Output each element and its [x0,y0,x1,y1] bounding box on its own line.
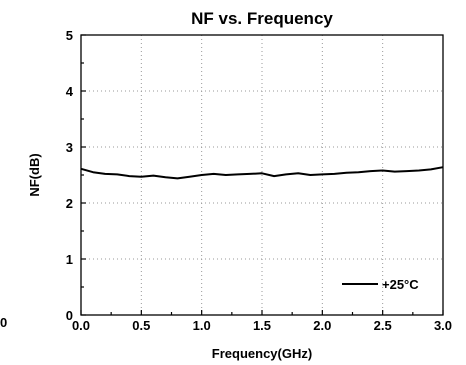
chart-title: NF vs. Frequency [191,9,333,28]
y-tick-label: 5 [66,28,73,43]
grid-lines [81,35,443,315]
x-tick-label: 0.0 [72,318,90,333]
axis-ticks [80,34,444,316]
y-axis-label: NF(dB) [27,153,42,196]
stray-axis-label: 0 [0,315,7,330]
y-tick-labels: 0 1 2 3 4 5 [66,28,74,323]
x-tick-label: 1.0 [193,318,211,333]
y-tick-label: 3 [66,140,73,155]
y-tick-label: 0 [66,308,73,323]
x-tick-label: 1.5 [253,318,271,333]
x-tick-label: 0.5 [132,318,150,333]
x-tick-label: 2.5 [374,318,392,333]
y-tick-label: 4 [66,84,74,99]
x-tick-label: 2.0 [313,318,331,333]
x-tick-label: 3.0 [434,318,452,333]
legend: +25°C [342,277,419,292]
y-tick-label: 1 [66,252,73,267]
legend-label: +25°C [382,277,419,292]
x-tick-labels: 0.0 0.5 1.0 1.5 2.0 2.5 3.0 [72,318,452,333]
series-line-25c [80,166,444,180]
x-axis-label: Frequency(GHz) [212,346,312,361]
y-tick-label: 2 [66,196,73,211]
